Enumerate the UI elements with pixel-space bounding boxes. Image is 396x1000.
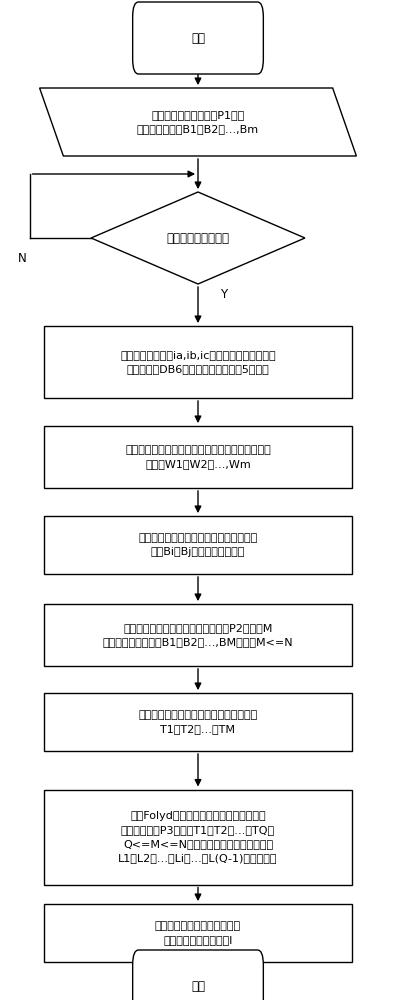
Bar (44, 904, 352, 962)
Text: 开始: 开始 (191, 31, 205, 44)
Text: 根据局部网络提取原则确定测距网络P2，共有M
个变电站，分别为：B1，B2，…,BM，其中M<=N: 根据局部网络提取原则确定测距网络P2，共有M 个变电站，分别为：B1，B2，…,… (103, 623, 293, 647)
Bar (44, 604, 352, 666)
FancyBboxPatch shape (133, 2, 263, 74)
Text: 提取各站点最高频第一层小波系数模极大值为各站
点能量W1，W2，…,Wm: 提取各站点最高频第一层小波系数模极大值为各站 点能量W1，W2，…,Wm (125, 445, 271, 469)
Text: 依据Folyd最短路径算法，简化局部故障网
络，得到拓扑P3，包含T1、T2、…、TQ，
Q<=M<=N，扩展双端测距算法计算得到
L1、L2、…、Li、…、L: 依据Folyd最短路径算法，简化局部故障网 络，得到拓扑P3，包含T1、T2、…… (118, 811, 278, 863)
Text: N: N (17, 251, 26, 264)
Text: Y: Y (220, 288, 227, 302)
Bar (44, 326, 352, 398)
FancyBboxPatch shape (133, 950, 263, 1000)
Text: 选取能量最大的两个站点为故障区段两端
站点Bi，Bj，定义为一级站点: 选取能量最大的两个站点为故障区段两端 站点Bi，Bj，定义为一级站点 (138, 533, 258, 557)
Text: 计算各结果权重，进行加权求
和，得出最终测量结果l: 计算各结果权重，进行加权求 和，得出最终测量结果l (155, 921, 241, 945)
Polygon shape (91, 192, 305, 284)
Text: 检测是否发生故障？: 检测是否发生故障？ (166, 232, 230, 244)
Text: 确定简化网络拓扑中个站点故障到达时间
T1，T2，…，TM: 确定简化网络拓扑中个站点故障到达时间 T1，T2，…，TM (138, 710, 258, 734)
Text: 结束: 结束 (191, 980, 205, 992)
Bar (44, 790, 352, 884)
Text: 获取电网基本拓扑结构P1，标
定各变电站编号B1，B2，…,Bm: 获取电网基本拓扑结构P1，标 定各变电站编号B1，B2，…,Bm (137, 110, 259, 134)
Bar (44, 426, 352, 488)
Text: 进行故障三相电流ia,ib,ic录波，计算线模、零模
行波，使用DB6小波对零模行波进行5层分解: 进行故障三相电流ia,ib,ic录波，计算线模、零模 行波，使用DB6小波对零模… (120, 350, 276, 374)
Bar (44, 693, 352, 751)
Polygon shape (40, 88, 356, 156)
Bar (44, 516, 352, 574)
